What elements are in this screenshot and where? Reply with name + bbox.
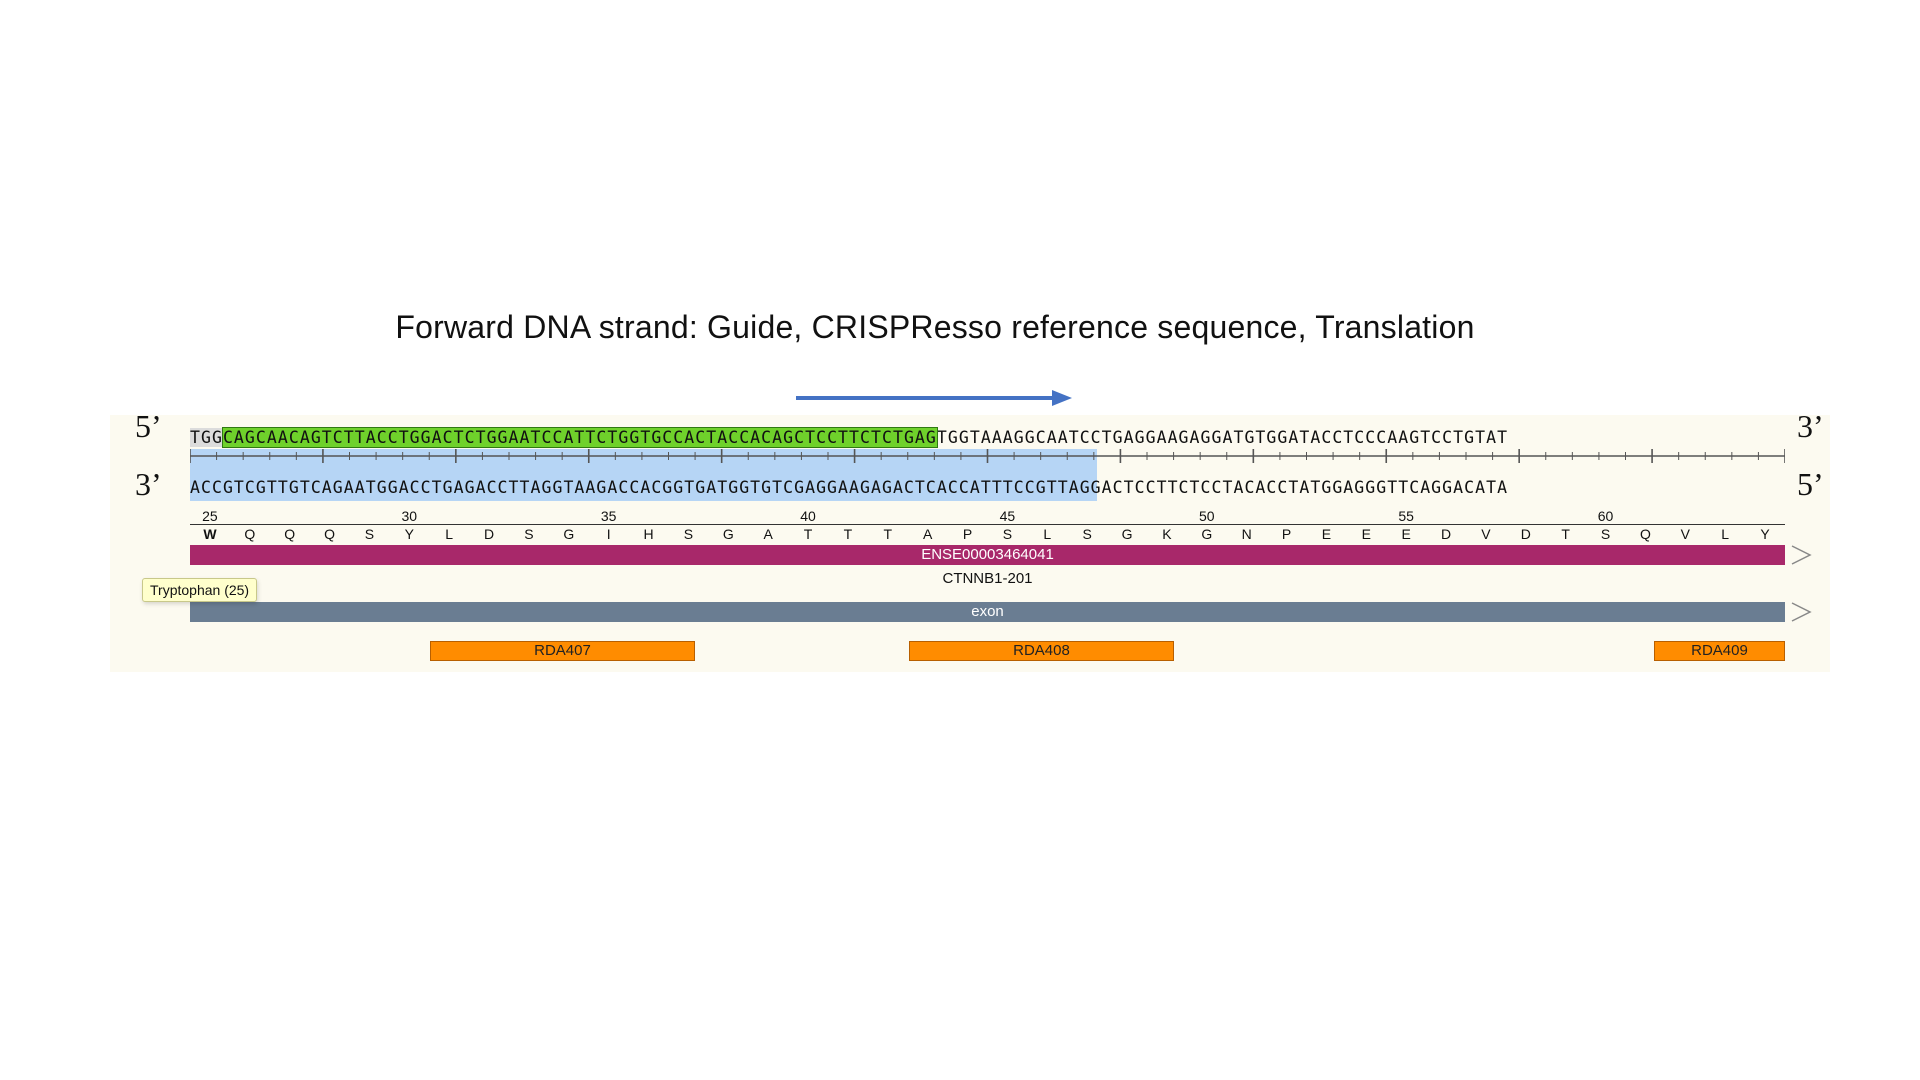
position-number: 35 — [600, 508, 617, 524]
pam-segment: TGG — [190, 428, 223, 447]
amino-acid[interactable]: W — [203, 526, 217, 542]
reverse-reference-segment: ACCGTCGTTGTCAGAATGGACCTGAGACCTTAGGTAAGAC… — [190, 478, 937, 497]
amino-acid[interactable]: G — [722, 526, 734, 542]
amino-acid[interactable]: P — [962, 526, 973, 542]
amino-acid[interactable]: S — [364, 526, 375, 542]
amino-acid[interactable]: H — [643, 526, 654, 542]
amino-acid[interactable]: Q — [324, 526, 336, 542]
guide-direction-arrow-icon — [796, 390, 1072, 406]
amino-acid[interactable]: G — [563, 526, 575, 542]
amino-acid[interactable]: T — [883, 526, 893, 542]
forward-strand: TGGCAGCAACAGTCTTACCTGGACTCTGGAATCCATTCTG… — [190, 425, 1508, 451]
position-number: 25 — [202, 508, 218, 524]
amino-acid[interactable]: N — [1241, 526, 1252, 542]
amino-acid[interactable]: T — [843, 526, 853, 542]
amino-acid[interactable]: S — [1002, 526, 1013, 542]
amino-acid[interactable]: V — [1680, 526, 1690, 542]
amino-acid[interactable]: S — [683, 526, 694, 542]
five-prime-bottom-label: 5’ — [1797, 466, 1824, 502]
amino-acid[interactable]: S — [1082, 526, 1092, 542]
amino-acid[interactable]: V — [1481, 526, 1491, 542]
chevron-right-icon — [1791, 602, 1812, 622]
amino-acid[interactable]: Y — [404, 526, 414, 542]
primer-rda408[interactable]: RDA408 — [909, 641, 1174, 661]
amino-acid[interactable]: L — [1043, 526, 1052, 542]
amino-acid[interactable]: T — [803, 526, 813, 542]
position-number: 30 — [401, 508, 418, 524]
exon-id-track[interactable]: ENSE00003464041 — [190, 545, 1785, 565]
amino-acid[interactable]: Y — [1760, 526, 1770, 542]
reverse-strand: ACCGTCGTTGTCAGAATGGACCTGAGACCTTAGGTAAGAC… — [190, 475, 1508, 501]
amino-acid[interactable]: Q — [284, 526, 296, 542]
amino-acid-tooltip: Tryptophan (25) — [142, 578, 258, 602]
primer-rda407[interactable]: RDA407 — [430, 641, 695, 661]
amino-acid[interactable]: Q — [1639, 526, 1651, 542]
amino-acid[interactable]: L — [445, 526, 454, 542]
sequence-ruler — [190, 449, 1785, 463]
reverse-rest-segment: ACCATTTCCGTTAGGACTCCTTCTCCTACACCTATGGAGG… — [936, 478, 1509, 497]
reference-sequence-highlight — [190, 449, 1097, 501]
guide-segment[interactable]: CAGCAACAGTCTTACCTGGACTCTGGAATCCATTCTGGTG… — [221, 427, 938, 448]
amino-acid[interactable]: G — [1121, 526, 1133, 542]
amino-acid[interactable]: E — [1321, 526, 1332, 542]
three-prime-top-label: 3’ — [1797, 408, 1824, 444]
forward-rest-segment: TGGTAAAGGCAATCCTGAGGAAGAGGATGTGGATACCTCC… — [936, 428, 1509, 447]
amino-acid[interactable]: G — [1201, 526, 1213, 542]
slide-title: Forward DNA strand: Guide, CRISPResso re… — [395, 309, 1475, 345]
amino-acid[interactable]: D — [1441, 526, 1452, 542]
amino-acid[interactable]: S — [1600, 526, 1611, 542]
position-number: 60 — [1597, 508, 1614, 524]
amino-acid[interactable]: A — [763, 526, 773, 542]
amino-acid[interactable]: D — [1520, 526, 1531, 542]
amino-acid[interactable]: P — [1281, 526, 1292, 542]
amino-acid[interactable]: D — [484, 526, 495, 542]
amino-acid[interactable]: T — [1561, 526, 1570, 542]
transcript-label: CTNNB1-201 — [942, 570, 1033, 587]
amino-acid[interactable]: E — [1401, 526, 1411, 542]
position-number: 50 — [1199, 508, 1215, 524]
position-number: 45 — [999, 508, 1016, 524]
translation-axis-line — [190, 524, 1785, 525]
amino-acid[interactable]: S — [524, 526, 534, 542]
amino-acid[interactable]: L — [1721, 526, 1730, 542]
amino-acid[interactable]: I — [606, 526, 611, 542]
amino-acid[interactable]: A — [923, 526, 933, 542]
amino-acid[interactable]: K — [1162, 526, 1172, 542]
position-number: 55 — [1398, 508, 1414, 524]
position-number: 40 — [800, 508, 816, 524]
three-prime-bottom-label: 3’ — [135, 466, 162, 502]
amino-acid[interactable]: E — [1361, 526, 1371, 542]
amino-acid[interactable]: Q — [244, 526, 256, 542]
primer-rda409[interactable]: RDA409 — [1654, 641, 1785, 661]
five-prime-top-label: 5’ — [135, 408, 162, 444]
exon-feature-track[interactable]: exon — [190, 602, 1785, 622]
chevron-right-icon — [1791, 545, 1812, 565]
